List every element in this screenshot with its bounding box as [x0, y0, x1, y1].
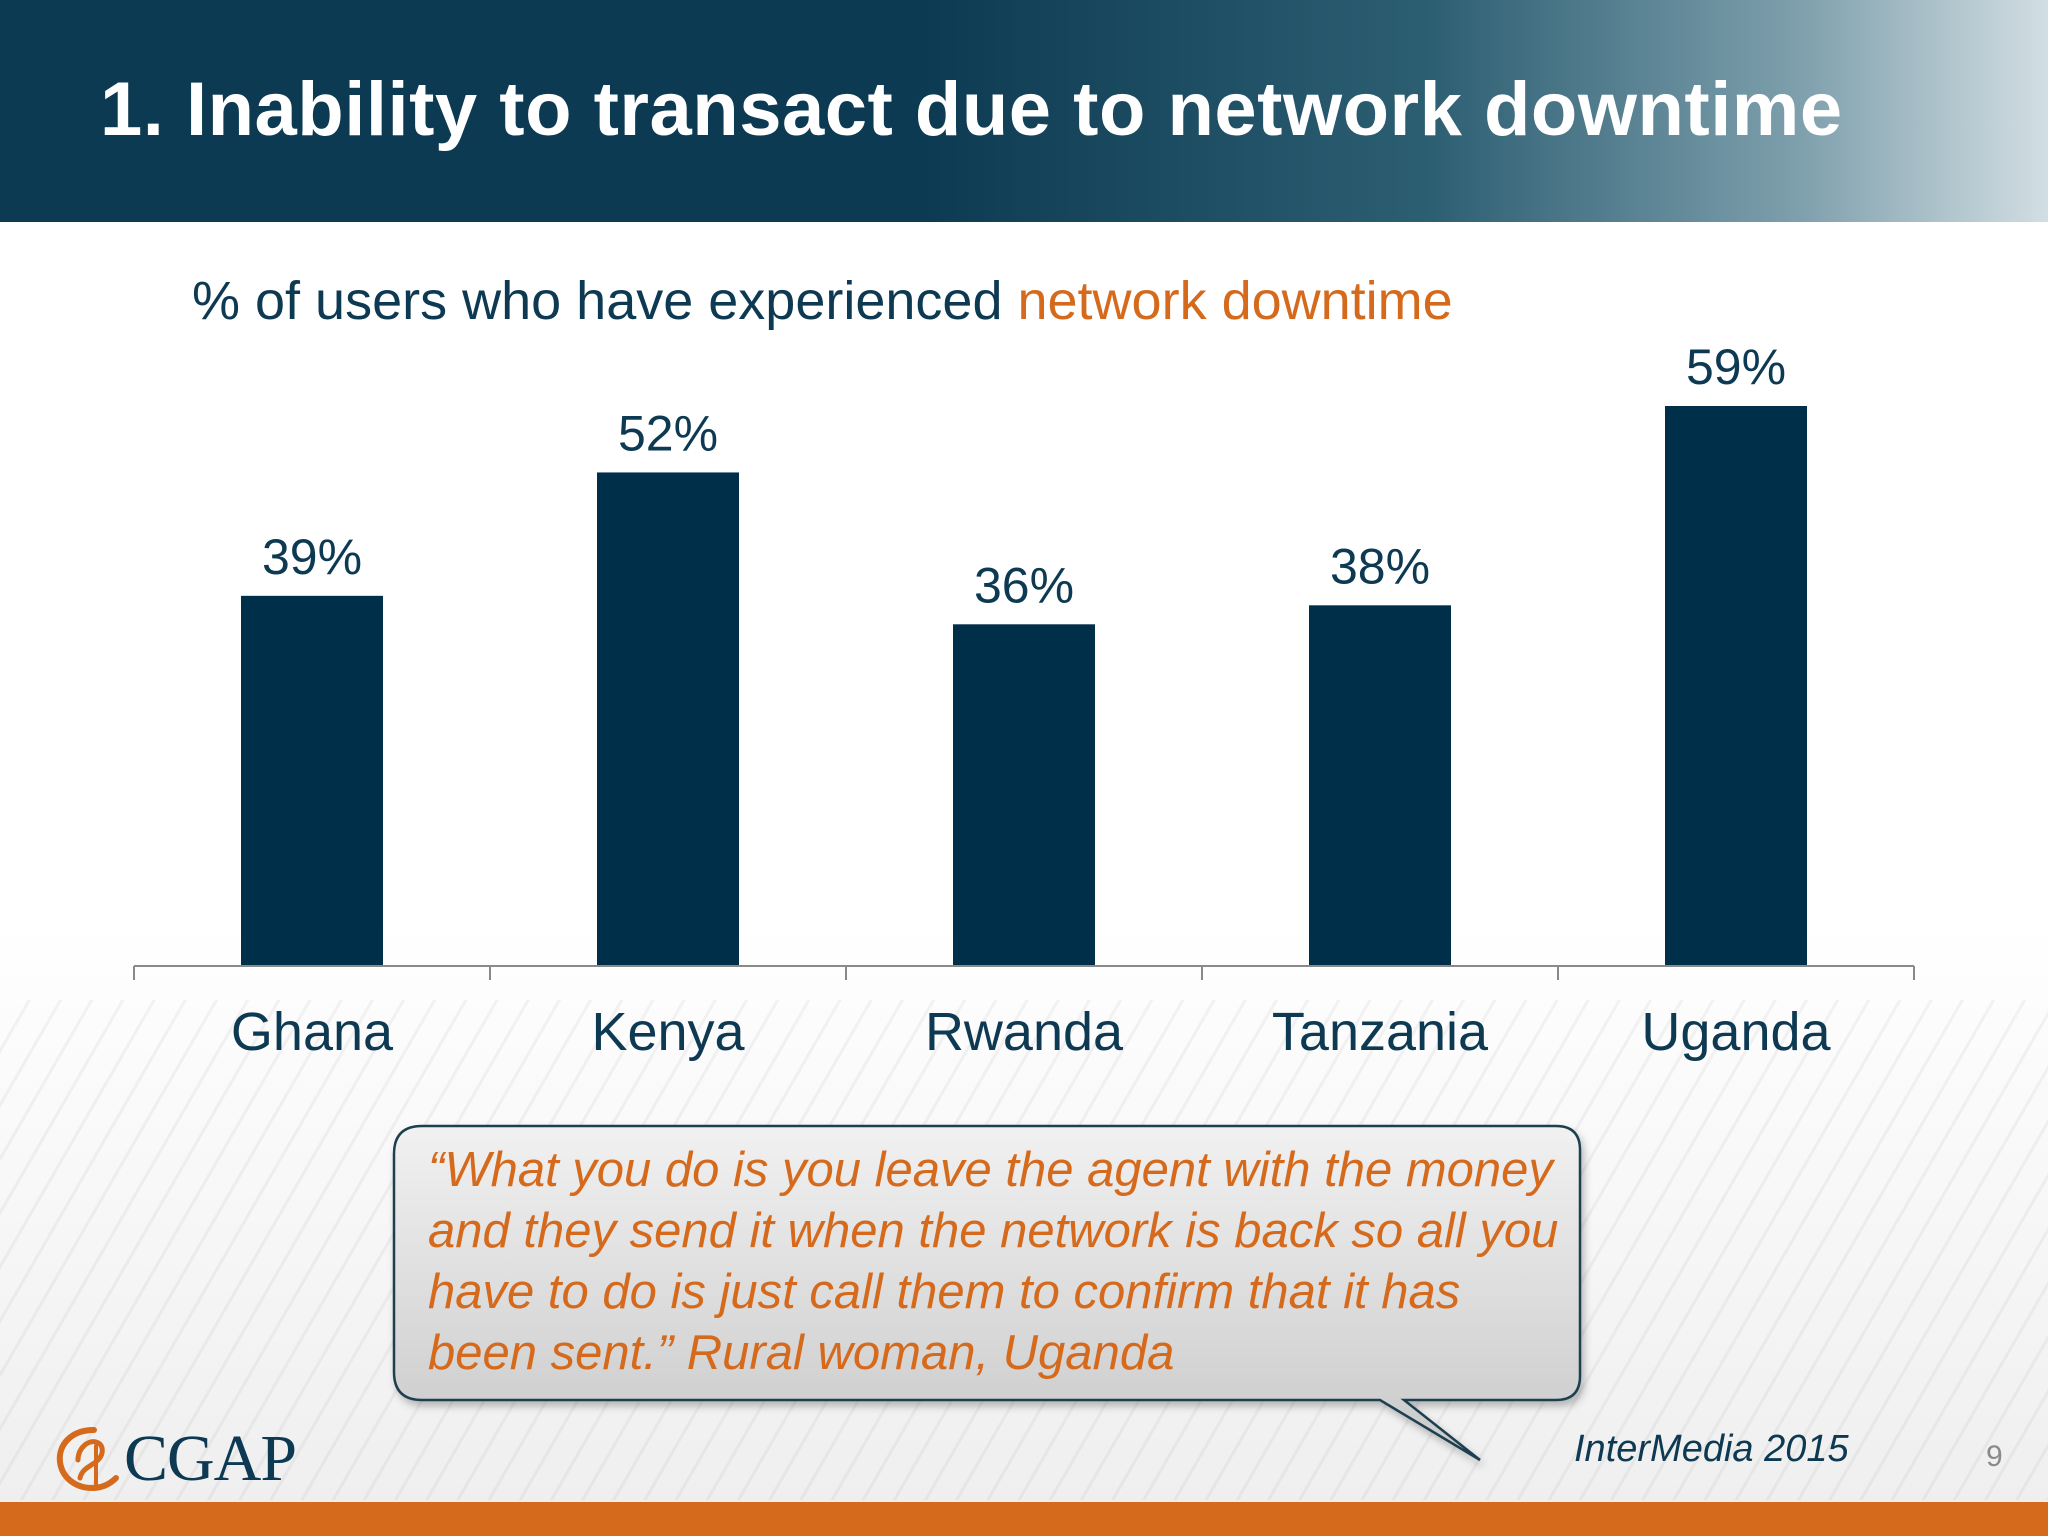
data-label: 39% — [262, 529, 362, 585]
data-label: 36% — [974, 557, 1074, 613]
quote-callout-bubble — [392, 1124, 1582, 1462]
x-tick-label: Ghana — [231, 1002, 394, 1062]
data-label: 59% — [1686, 339, 1786, 395]
slide-title: 1. Inability to transact due to network … — [100, 67, 1843, 152]
testimonial-quote: “What you do is you leave the agent with… — [428, 1143, 1559, 1380]
x-tick-label: Rwanda — [925, 1002, 1124, 1062]
page-number: 9 — [1986, 1440, 2003, 1473]
data-label: 52% — [618, 405, 718, 461]
source-citation: InterMedia 2015 — [1574, 1428, 1849, 1470]
x-tick-label: Uganda — [1641, 1002, 1831, 1062]
bar-ghana — [241, 595, 383, 966]
cgap-logo-icon — [56, 1427, 119, 1492]
bar-chart: 39% Ghana 52% Kenya 36% Rwanda 38% Tanzania 59% U… — [133, 339, 1915, 1062]
chart-subtitle-highlight: network downtime — [1017, 271, 1453, 331]
cgap-logo: CGAP — [52, 1422, 297, 1495]
chart-subtitle: % of users who have experienced network … — [192, 270, 1453, 332]
x-tick-label: Tanzania — [1272, 1002, 1489, 1062]
title-banner: 1. Inability to transact due to network … — [0, 0, 2048, 222]
x-tick-label: Kenya — [591, 1002, 745, 1062]
bar-kenya — [597, 472, 739, 966]
data-label: 38% — [1330, 538, 1430, 594]
cgap-logo-text: CGAP — [124, 1422, 297, 1495]
bar-uganda — [1665, 406, 1807, 966]
bar-rwanda — [953, 624, 1095, 966]
chart-subtitle-prefix: % of users who have experienced — [192, 271, 1018, 331]
footer-bar — [0, 1502, 2048, 1536]
bar-tanzania — [1309, 605, 1451, 966]
